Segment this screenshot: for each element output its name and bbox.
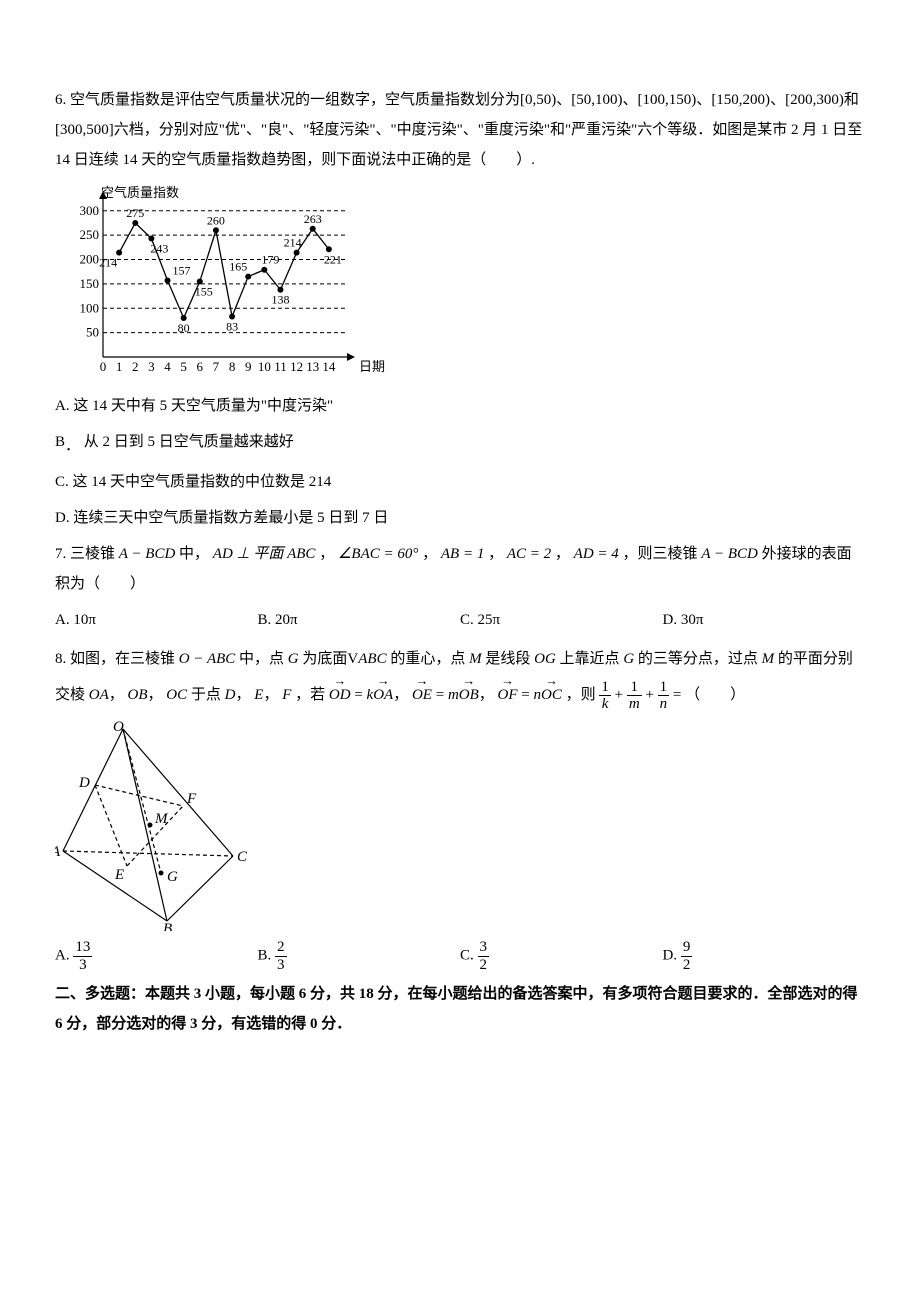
svg-text:263: 263: [304, 212, 322, 226]
q7-stem: 7. 三棱锥 A − BCD 中， AD ⊥ 平面 ABC ， ∠BAC = 6…: [55, 539, 865, 599]
svg-text:100: 100: [80, 300, 100, 315]
svg-text:138: 138: [271, 293, 289, 307]
svg-text:空气质量指数: 空气质量指数: [101, 185, 179, 200]
svg-text:D: D: [78, 775, 90, 791]
svg-text:B: B: [163, 921, 172, 931]
q6-number: 6.: [55, 92, 66, 108]
q6-range5: [200,300): [785, 92, 844, 108]
q6-optA: A. 这 14 天中有 5 天空气质量为"中度污染": [55, 391, 865, 421]
svg-text:12: 12: [290, 359, 303, 374]
svg-text:50: 50: [86, 325, 99, 340]
q7-options: A. 10π B. 20π C. 25π D. 30π: [55, 605, 865, 635]
q8-optA: A. 133: [55, 939, 258, 973]
svg-text:260: 260: [207, 213, 225, 227]
svg-text:6: 6: [197, 359, 204, 374]
svg-text:7: 7: [213, 359, 220, 374]
svg-text:4: 4: [164, 359, 171, 374]
q6-range3: [100,150): [638, 92, 697, 108]
svg-text:F: F: [186, 791, 197, 807]
svg-text:0: 0: [100, 359, 107, 374]
q7-optA: A. 10π: [55, 605, 258, 635]
svg-text:243: 243: [150, 242, 168, 256]
svg-text:83: 83: [226, 320, 238, 334]
q6-text1: 空气质量指数是评估空气质量状况的一组数字，空气质量指数划分为: [70, 92, 520, 108]
q8-stem: 8. 如图，在三棱锥 O − ABC 中，点 G 为底面VABC 的重心，点 M…: [55, 641, 865, 713]
q6-optB: B． 从 2 日到 5 日空气质量越来越好: [55, 427, 865, 461]
q8-options: A. 133 B. 23 C. 32 D. 92: [55, 939, 865, 973]
svg-text:179: 179: [261, 253, 279, 267]
svg-text:1: 1: [116, 359, 123, 374]
svg-text:200: 200: [80, 252, 100, 267]
svg-text:80: 80: [178, 321, 190, 335]
svg-text:2: 2: [132, 359, 139, 374]
svg-text:E: E: [114, 867, 124, 883]
q7-optD: D. 30π: [663, 605, 866, 635]
svg-text:O: O: [113, 721, 124, 735]
q6-optC: C. 这 14 天中空气质量指数的中位数是 214: [55, 467, 865, 497]
svg-text:11: 11: [274, 359, 287, 374]
q6-range4: [150,200): [711, 92, 770, 108]
q8-diagram: O A B C D E F M G: [55, 721, 865, 931]
svg-text:G: G: [167, 869, 178, 885]
svg-text:14: 14: [322, 359, 336, 374]
q6-range2: [50,100): [571, 92, 622, 108]
q8-optD: D. 92: [663, 939, 866, 973]
q8-optC: C. 32: [460, 939, 663, 973]
svg-text:10: 10: [258, 359, 271, 374]
svg-text:5: 5: [180, 359, 187, 374]
svg-text:A: A: [55, 844, 61, 860]
q6-optD: D. 连续三天中空气质量指数方差最小是 5 日到 7 日: [55, 503, 865, 533]
svg-text:M: M: [154, 811, 169, 827]
svg-text:9: 9: [245, 359, 252, 374]
svg-text:300: 300: [80, 203, 100, 218]
q6-text3: 六档，分别对应"优"、"良"、"轻度污染"、"中度污染"、"重度污染"和"严重污…: [55, 122, 862, 168]
svg-text:165: 165: [229, 260, 247, 274]
svg-text:8: 8: [229, 359, 236, 374]
q8-optB: B. 23: [258, 939, 461, 973]
q6-range1: [0,50): [520, 92, 556, 108]
svg-text:214: 214: [284, 236, 302, 250]
svg-text:250: 250: [80, 227, 100, 242]
svg-text:155: 155: [195, 284, 213, 298]
svg-text:275: 275: [126, 206, 144, 220]
svg-text:C: C: [237, 849, 248, 865]
svg-text:日期: 日期: [359, 359, 385, 374]
svg-text:214: 214: [99, 256, 117, 270]
aqi-chart: 空气质量指数5010015020025030001234567891011121…: [55, 183, 865, 383]
section2-title: 二、多选题：本题共 3 小题，每小题 6 分，共 18 分，在每小题给出的备选答…: [55, 979, 865, 1039]
q6-stem: 6. 空气质量指数是评估空气质量状况的一组数字，空气质量指数划分为[0,50)、…: [55, 85, 865, 175]
q7-optB: B. 20π: [258, 605, 461, 635]
q7-optC: C. 25π: [460, 605, 663, 635]
svg-text:13: 13: [306, 359, 319, 374]
svg-text:3: 3: [148, 359, 155, 374]
svg-text:157: 157: [173, 263, 191, 277]
svg-text:150: 150: [80, 276, 100, 291]
svg-text:221: 221: [324, 252, 342, 266]
q6-range6: [300,500]: [55, 122, 114, 138]
q6-text-and: 和: [844, 92, 859, 108]
